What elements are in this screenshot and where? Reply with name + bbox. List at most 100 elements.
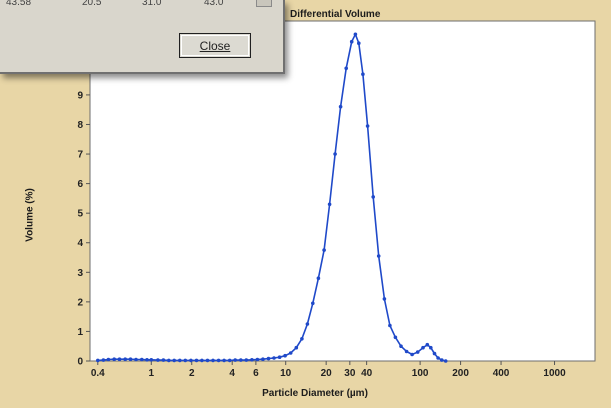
close-button[interactable]: Close xyxy=(179,33,251,58)
y-tick-label: 3 xyxy=(77,268,83,279)
data-point xyxy=(361,72,365,76)
data-point xyxy=(194,358,199,363)
data-point xyxy=(288,351,293,355)
data-point xyxy=(227,358,232,363)
data-point xyxy=(261,357,265,362)
data-point xyxy=(305,322,310,326)
x-tick-label: 6 xyxy=(253,368,259,379)
y-tick-label: 9 xyxy=(77,90,83,101)
data-point xyxy=(440,358,444,362)
data-point xyxy=(222,358,226,363)
data-point xyxy=(399,344,403,349)
data-point xyxy=(277,355,282,360)
x-tick-label: 0.4 xyxy=(91,368,105,379)
x-axis-label: Particle Diameter (µm) xyxy=(262,388,368,399)
data-point xyxy=(365,124,370,128)
data-point xyxy=(128,357,133,362)
data-point xyxy=(425,342,430,347)
y-tick-label: 6 xyxy=(77,179,83,190)
x-tick-label: 4 xyxy=(229,368,235,379)
data-point xyxy=(244,358,249,362)
stat-value: 43.0 xyxy=(204,0,224,8)
data-point xyxy=(311,301,315,306)
plot-area xyxy=(89,20,596,362)
data-point xyxy=(216,358,221,363)
data-point xyxy=(327,202,332,207)
data-point xyxy=(322,248,326,252)
data-point xyxy=(300,337,304,341)
data-point xyxy=(149,358,154,362)
statistics-dialog: 43.58 20.5 31.0 43.0 Close xyxy=(0,0,285,74)
data-point xyxy=(178,358,182,363)
data-point xyxy=(266,356,271,361)
data-point xyxy=(272,356,276,360)
data-point xyxy=(200,358,204,363)
data-point xyxy=(421,345,425,350)
data-point xyxy=(101,358,106,362)
data-point xyxy=(410,352,414,357)
data-point xyxy=(167,358,171,363)
statistics-row: 43.58 20.5 31.0 43.0 xyxy=(0,0,283,9)
data-point xyxy=(250,358,254,362)
y-tick-label: 0 xyxy=(77,357,83,368)
x-tick-label: 400 xyxy=(493,368,510,379)
y-tick-label: 2 xyxy=(77,297,83,308)
data-point xyxy=(96,358,100,363)
data-point xyxy=(205,358,210,363)
data-point xyxy=(436,356,440,360)
stat-value: 20.5 xyxy=(82,0,102,8)
x-tick-label: 30 xyxy=(344,368,356,379)
data-point xyxy=(415,350,420,354)
data-point xyxy=(338,104,343,109)
x-tick-label: 20 xyxy=(321,368,333,379)
data-point xyxy=(388,323,392,328)
x-tick-label: 1 xyxy=(149,368,155,379)
data-point xyxy=(443,359,448,363)
data-point xyxy=(112,357,116,362)
data-point xyxy=(239,358,243,362)
data-point xyxy=(161,358,166,362)
data-point xyxy=(255,357,260,362)
data-point xyxy=(134,357,138,362)
data-point xyxy=(429,345,433,350)
x-tick-label: 40 xyxy=(361,368,373,379)
y-tick-label: 8 xyxy=(77,120,83,131)
data-point xyxy=(349,39,354,44)
data-point xyxy=(156,358,160,362)
data-point xyxy=(333,152,337,156)
data-point xyxy=(117,357,122,362)
data-point xyxy=(432,351,437,356)
data-point xyxy=(353,32,358,37)
y-tick-label: 4 xyxy=(77,238,83,249)
data-point xyxy=(106,357,111,362)
data-point xyxy=(357,41,361,45)
x-tick-label: 200 xyxy=(452,368,469,379)
chart-title: Differential Volume xyxy=(290,9,381,20)
data-point xyxy=(283,353,287,358)
data-point xyxy=(172,358,176,363)
stat-value: 31.0 xyxy=(142,0,162,8)
data-point xyxy=(316,276,321,281)
data-point xyxy=(189,358,193,363)
y-tick-label: 7 xyxy=(77,150,83,161)
data-point xyxy=(382,297,387,301)
data-point xyxy=(294,345,299,350)
data-point xyxy=(371,195,376,199)
data-point xyxy=(376,254,381,258)
y-tick-label: 5 xyxy=(77,209,83,220)
data-point xyxy=(233,358,237,362)
data-point xyxy=(344,66,349,71)
data-point xyxy=(183,358,188,363)
x-tick-label: 10 xyxy=(280,368,292,379)
data-point xyxy=(393,335,398,340)
data-point xyxy=(140,357,144,362)
data-point xyxy=(123,357,127,362)
data-point xyxy=(211,358,215,363)
x-tick-label: 100 xyxy=(412,368,429,379)
x-tick-label: 1000 xyxy=(543,368,566,379)
data-point xyxy=(404,349,409,354)
stat-value: 43.58 xyxy=(6,0,32,8)
x-tick-label: 2 xyxy=(189,368,195,379)
scroll-down-button[interactable] xyxy=(256,0,272,7)
